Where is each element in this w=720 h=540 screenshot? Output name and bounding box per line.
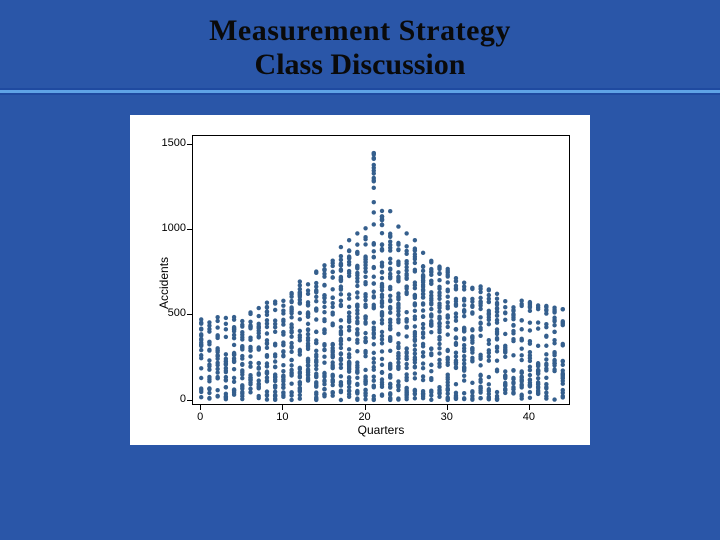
chart-card: Accidents Quarters 0 500 1000 1500 0 10 20 30 40 — [130, 115, 590, 445]
divider-outer — [0, 88, 720, 95]
x-axis-label: Quarters — [341, 423, 421, 437]
x-tick-mark — [365, 405, 366, 410]
slide: Measurement Strategy Class Discussion Ac… — [0, 0, 720, 540]
scatter-svg — [193, 136, 571, 406]
y-tick-mark — [187, 314, 192, 315]
title-line-1: Measurement Strategy — [0, 14, 720, 48]
divider-inner — [0, 90, 720, 93]
y-tick-mark — [187, 229, 192, 230]
x-tick-label: 40 — [514, 411, 544, 423]
y-tick-label: 1000 — [152, 222, 186, 234]
scatter-plot — [192, 135, 570, 405]
x-tick-mark — [447, 405, 448, 410]
title-line-2: Class Discussion — [0, 48, 720, 82]
y-tick-mark — [187, 400, 192, 401]
x-tick-mark — [282, 405, 283, 410]
content-area: Accidents Quarters 0 500 1000 1500 0 10 20 30 40 — [0, 95, 720, 540]
y-axis-label: Accidents — [157, 229, 171, 309]
x-tick-label: 20 — [350, 411, 380, 423]
y-tick-mark — [187, 144, 192, 145]
x-tick-label: 10 — [267, 411, 297, 423]
y-tick-label: 500 — [152, 307, 186, 319]
y-tick-label: 1500 — [152, 137, 186, 149]
y-tick-label: 0 — [152, 393, 186, 405]
x-tick-label: 0 — [185, 411, 215, 423]
x-tick-label: 30 — [432, 411, 462, 423]
slide-title: Measurement Strategy Class Discussion — [0, 0, 720, 88]
x-tick-mark — [529, 405, 530, 410]
chart-wrap: Accidents Quarters 0 500 1000 1500 0 10 20 30 40 — [144, 129, 576, 435]
x-tick-mark — [200, 405, 201, 410]
